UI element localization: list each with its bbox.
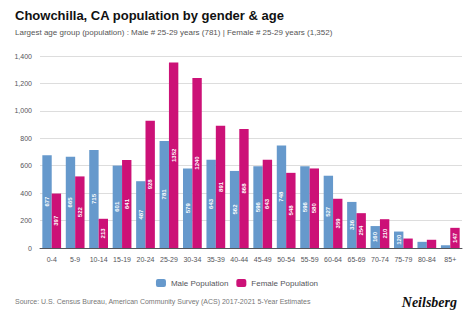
svg-text:120: 120 [396,234,402,245]
svg-text:75-79: 75-79 [394,256,412,263]
svg-text:336: 336 [349,219,355,230]
svg-text:548: 548 [288,205,294,216]
svg-text:522: 522 [77,207,83,218]
svg-text:1,000: 1,000 [14,107,32,114]
svg-text:928: 928 [147,179,153,190]
svg-text:35-39: 35-39 [207,256,225,263]
svg-text:147: 147 [452,232,458,243]
svg-text:40-44: 40-44 [230,256,248,263]
svg-text:715: 715 [91,193,97,204]
svg-text:579: 579 [185,203,191,214]
svg-text:562: 562 [232,204,238,215]
svg-text:868: 868 [241,183,247,194]
svg-text:5-9: 5-9 [70,256,80,263]
svg-text:15-19: 15-19 [113,256,131,263]
svg-text:359: 359 [335,218,341,229]
svg-text:596: 596 [255,201,261,212]
svg-text:10-14: 10-14 [90,256,108,263]
svg-text:397: 397 [53,215,59,226]
svg-text:60-64: 60-64 [324,256,342,263]
svg-text:30-34: 30-34 [183,256,201,263]
svg-text:20-24: 20-24 [137,256,155,263]
svg-text:85+: 85+ [444,256,456,263]
svg-text:643: 643 [208,198,214,209]
svg-text:Female Population: Female Population [251,279,318,288]
svg-text:596: 596 [302,201,308,212]
svg-text:Largest age group (population): Largest age group (population) : Male # … [15,28,333,37]
svg-text:80-84: 80-84 [418,256,436,263]
svg-text:643: 643 [264,198,270,209]
svg-text:Source: U.S. Census Bureau, Am: Source: U.S. Census Bureau, American Com… [15,298,311,306]
svg-text:Male Population: Male Population [171,279,228,288]
svg-text:748: 748 [278,191,284,202]
svg-text:254: 254 [358,225,364,236]
svg-text:665: 665 [67,197,73,208]
svg-text:1240: 1240 [194,156,200,170]
svg-text:25-29: 25-29 [160,256,178,263]
svg-text:527: 527 [325,206,331,217]
svg-text:Neilsberg: Neilsberg [401,295,457,310]
svg-text:0-4: 0-4 [47,256,57,263]
svg-text:580: 580 [311,203,317,214]
svg-text:0: 0 [28,245,32,252]
svg-text:891: 891 [218,181,224,192]
svg-text:Chowchilla, CA population by g: Chowchilla, CA population by gender & ag… [15,8,284,23]
svg-text:200: 200 [20,217,32,224]
svg-text:487: 487 [138,209,144,220]
svg-text:601: 601 [114,201,120,212]
svg-text:160: 160 [372,231,378,242]
svg-text:641: 641 [124,198,130,209]
svg-text:800: 800 [20,135,32,142]
svg-text:45-49: 45-49 [254,256,272,263]
svg-text:1352: 1352 [171,148,177,162]
svg-text:781: 781 [161,189,167,200]
svg-text:1,400: 1,400 [14,53,32,60]
svg-text:65-69: 65-69 [348,256,366,263]
svg-text:213: 213 [100,228,106,239]
svg-text:210: 210 [382,228,388,239]
svg-text:70-74: 70-74 [371,256,389,263]
svg-text:55-59: 55-59 [301,256,319,263]
svg-text:677: 677 [44,196,50,207]
svg-text:1,200: 1,200 [14,80,32,87]
svg-text:50-54: 50-54 [277,256,295,263]
svg-text:400: 400 [20,190,32,197]
svg-text:600: 600 [20,162,32,169]
